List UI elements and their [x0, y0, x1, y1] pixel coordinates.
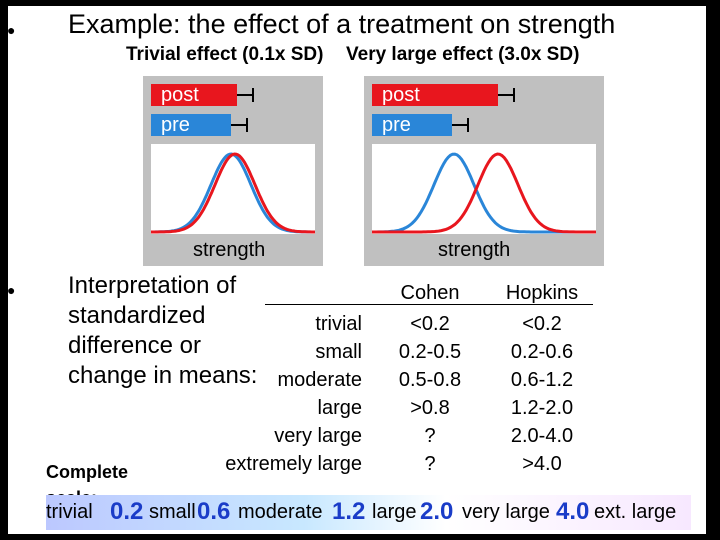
right-pre-bar: pre [372, 114, 452, 136]
row-label: extremely large [225, 453, 362, 475]
table-header-rule [265, 304, 593, 305]
row-label: small [315, 341, 362, 363]
right-axis-label: strength [438, 239, 511, 261]
left-post-errorbar [237, 88, 254, 102]
interpretation-line: standardized [68, 302, 206, 329]
interpretation-line: Interpretation of [68, 272, 237, 299]
left-post-curve [151, 152, 315, 234]
cohen-cell: 0.5-0.8 [398, 369, 462, 391]
hopkins-cell: 2.0-4.0 [510, 425, 574, 447]
left-distribution-plot [151, 144, 315, 234]
scale-word: small [149, 501, 196, 523]
scale-word: large [372, 501, 417, 523]
scale-threshold: 4.0 [556, 498, 590, 525]
scale-threshold: 0.2 [110, 498, 144, 525]
scale-threshold: 2.0 [420, 498, 454, 525]
left-panel-title: Trivial effect (0.1x SD) [126, 44, 324, 65]
cohen-cell: ? [424, 425, 436, 447]
scale-threshold: 1.2 [332, 498, 366, 525]
interpretation-line: difference or [68, 332, 201, 359]
scale-word: moderate [238, 501, 323, 523]
hopkins-cell: <0.2 [522, 313, 562, 335]
slide-title: Example: the effect of a treatment on st… [68, 9, 616, 39]
right-pre-errorbar [452, 118, 469, 132]
right-post-errorbar [498, 88, 515, 102]
right-panel: post pre strength [364, 76, 604, 266]
row-label: moderate [277, 369, 363, 391]
right-distribution-plot [372, 144, 596, 234]
bullet-icon: ● [7, 282, 16, 298]
left-pre-bar: pre [151, 114, 231, 136]
hopkins-cell: 1.2-2.0 [510, 397, 574, 419]
scale-word: trivial [46, 501, 93, 523]
bullet-icon: ● [7, 22, 16, 38]
right-post-curve [372, 152, 596, 234]
left-panel: post pre strength [143, 76, 323, 266]
left-pre-errorbar [231, 118, 248, 132]
row-label: very large [274, 425, 362, 447]
interpretation-text: Interpretation of standardized differenc… [68, 271, 257, 391]
hopkins-cell: 0.2-0.6 [510, 341, 574, 363]
interpretation-line: change in means: [68, 362, 258, 389]
right-post-bar: post [372, 84, 498, 106]
left-axis-label: strength [193, 239, 266, 261]
right-pre-curve [372, 152, 596, 234]
row-label: large [317, 397, 362, 419]
slide: ● Example: the effect of a treatment on … [7, 6, 706, 534]
cohen-cell: >0.8 [410, 397, 450, 419]
row-label: trivial [315, 313, 362, 335]
scale-word: very large [462, 501, 550, 523]
hopkins-cell: >4.0 [522, 453, 562, 475]
cohen-cell: <0.2 [410, 313, 450, 335]
right-panel-title: Very large effect (3.0x SD) [346, 44, 580, 65]
left-post-bar: post [151, 84, 237, 106]
col-header-cohen: Cohen [400, 282, 460, 304]
col-header-hopkins: Hopkins [505, 282, 579, 304]
scale-threshold: 0.6 [197, 498, 231, 525]
hopkins-cell: 0.6-1.2 [510, 369, 574, 391]
complete-scale-bar: trivial 0.2 small 0.6 moderate 1.2 large… [46, 495, 691, 530]
cohen-cell: 0.2-0.5 [398, 341, 462, 363]
cohen-cell: ? [424, 453, 436, 475]
scale-word: ext. large [594, 501, 677, 523]
left-pre-curve [151, 152, 315, 234]
